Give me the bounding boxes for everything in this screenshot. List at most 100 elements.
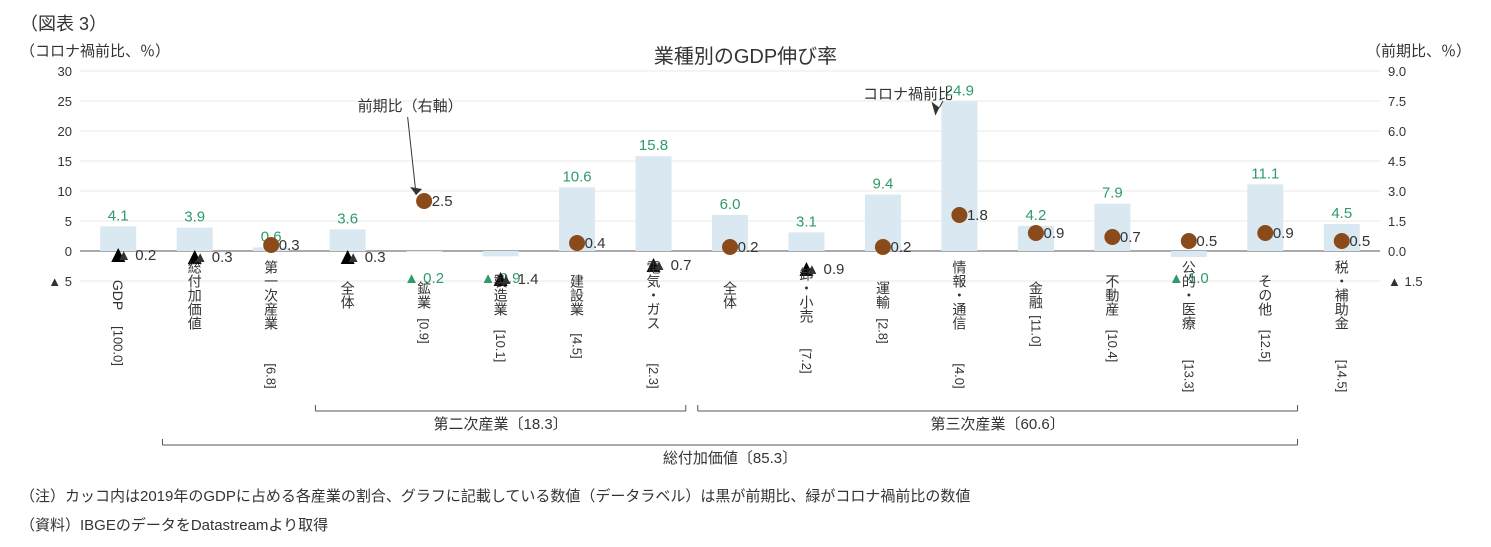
marker-dot (1334, 233, 1350, 249)
arrow-head (931, 102, 939, 116)
category-label: 情報・通信 (951, 260, 967, 330)
bar (330, 229, 366, 251)
marker-dot (722, 239, 738, 255)
category-label: 全体 (722, 280, 738, 309)
right-tick: 0.0 (1388, 244, 1406, 259)
category-label: 建設業 (569, 274, 585, 316)
bar (636, 156, 672, 251)
bar-label: 3.9 (184, 209, 205, 226)
bar-label: 4.2 (1025, 207, 1046, 224)
category-share: [14.5] (1334, 360, 1349, 393)
chart-title: 業種別のGDP伸び率 (20, 40, 1471, 69)
category-label: 金融 (1028, 281, 1044, 309)
category-label: GDP (110, 280, 126, 310)
dot-label: ▲ 0.3 (346, 249, 386, 266)
category-label: その他 (1257, 274, 1273, 317)
category-share: [4.5] (570, 333, 585, 358)
category-label: 電気・ガス (646, 260, 662, 330)
left-tick: 15 (58, 154, 72, 169)
bar-label: 4.1 (108, 207, 129, 224)
bar-label: 3.1 (796, 213, 817, 230)
bar (177, 228, 213, 251)
category-label: 運輸 (875, 281, 891, 309)
category-label: 全体 (340, 280, 356, 309)
category-share: [100.0] (111, 326, 126, 366)
annotation-qoq: 前期比（右軸） (358, 98, 463, 115)
dot-label: ▲ 0.2 (116, 247, 156, 264)
chart-container: （コロナ禍前比、％） 業種別のGDP伸び率 （前期比、％） ▲ 50510152… (20, 40, 1471, 480)
category-share: [0.9] (417, 318, 432, 343)
left-tick: 0 (65, 244, 72, 259)
category-share: [11.0] (1028, 315, 1043, 347)
category-share: [13.3] (1181, 360, 1196, 393)
dot-label: 2.5 (432, 193, 453, 210)
right-tick: 3.0 (1388, 184, 1406, 199)
category-share: [2.8] (875, 318, 890, 343)
bar-label: 3.6 (337, 210, 358, 227)
category-label: 公的・医療 (1181, 260, 1197, 330)
bar-label: 11.1 (1251, 165, 1279, 182)
left-tick: 5 (65, 214, 72, 229)
right-tick: 7.5 (1388, 94, 1406, 109)
category-label: 鉱業 (416, 280, 432, 309)
bar-label: 4.5 (1331, 205, 1352, 222)
bar (1171, 251, 1207, 257)
dot-label: 0.9 (1273, 225, 1294, 242)
marker-dot (569, 235, 585, 251)
marker-dot (1104, 229, 1120, 245)
right-tick: 4.5 (1388, 154, 1406, 169)
figure-label: （図表 3） (20, 10, 1471, 36)
marker-dot (1028, 225, 1044, 241)
dot-label: 0.5 (1196, 233, 1217, 250)
category-label: 総付加価値 (187, 260, 203, 330)
bar (406, 251, 442, 252)
bar-label: 10.6 (562, 168, 591, 185)
dot-label: 0.3 (279, 237, 300, 254)
group-label: 第三次産業〔60.6〕 (931, 415, 1065, 433)
category-share: [12.5] (1258, 330, 1273, 363)
right-tick: ▲ 1.5 (1388, 274, 1423, 289)
left-tick: ▲ 5 (48, 274, 72, 289)
category-label: 製造業 (493, 274, 509, 316)
annotation-precov: コロナ禍前比 (863, 86, 953, 103)
chart-svg: ▲ 5051015202530▲ 1.50.01.53.04.56.07.59.… (20, 61, 1471, 475)
bar (941, 102, 977, 251)
category-label: 第一次産業 (263, 259, 279, 330)
bar-label: 6.0 (720, 196, 741, 213)
bar-label: 15.8 (639, 137, 668, 154)
category-label: 不動産 (1104, 274, 1120, 317)
dot-label: 1.8 (967, 207, 988, 224)
dot-label: 0.7 (1120, 229, 1141, 246)
bar (788, 232, 824, 251)
bar (483, 251, 519, 256)
dot-label: 0.2 (891, 239, 912, 256)
bar-label: 9.4 (873, 176, 894, 193)
dot-label: 0.9 (1043, 225, 1064, 242)
right-tick: 1.5 (1388, 214, 1406, 229)
dot-label: 0.4 (585, 235, 606, 252)
marker-dot (951, 207, 967, 223)
right-tick: 6.0 (1388, 124, 1406, 139)
annotation-arrow (408, 117, 416, 195)
marker-dot (1181, 233, 1197, 249)
marker-dot (263, 237, 279, 253)
category-share: [2.3] (646, 363, 661, 388)
marker-dot (1257, 225, 1273, 241)
footnote-source: （資料）IBGEのデータをDatastreamより取得 (20, 515, 1471, 538)
category-share: [7.2] (799, 348, 814, 373)
footnote-note: （注）カッコ内は2019年のGDPに占める各産業の割合、グラフに記載している数値… (20, 486, 1471, 509)
bottom-group-label: 総付加価値〔85.3〕 (663, 450, 797, 467)
marker-dot (416, 193, 432, 209)
bar-label: 7.9 (1102, 185, 1123, 202)
left-tick: 25 (58, 94, 72, 109)
marker-dot (875, 239, 891, 255)
category-share: [6.8] (264, 363, 279, 388)
category-share: [4.0] (952, 363, 967, 388)
dot-label: 0.2 (738, 239, 759, 256)
category-share: [10.4] (1105, 330, 1120, 363)
category-share: [10.1] (493, 330, 508, 363)
category-label: 税・補助金 (1334, 260, 1350, 330)
group-label: 第二次産業〔18.3〕 (433, 415, 567, 433)
left-tick: 10 (58, 184, 72, 199)
category-label: 卸・小売 (798, 267, 814, 324)
